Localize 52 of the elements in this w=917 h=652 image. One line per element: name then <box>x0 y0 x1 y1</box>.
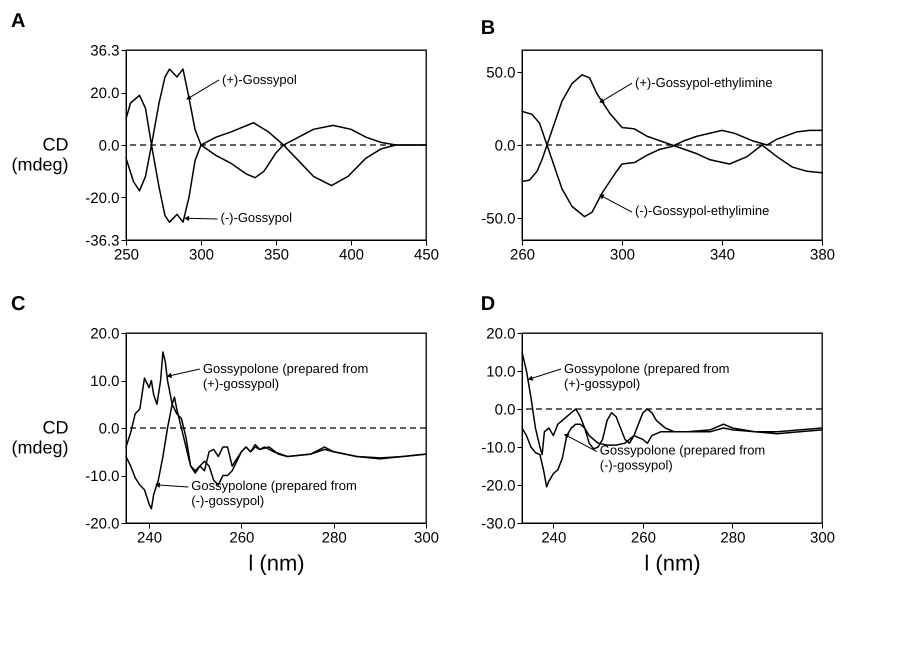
y-tick-label: -50.0 <box>481 210 516 228</box>
chart-title: D <box>480 293 496 315</box>
y-tick-label: 36.3 <box>90 42 120 60</box>
y-tick-label: 0.0 <box>98 420 120 438</box>
x-tick-label: 260 <box>229 530 254 546</box>
x-tick-label: 400 <box>338 246 364 264</box>
y-tick-label: -10.0 <box>85 468 120 485</box>
y-tick-label: -20.0 <box>85 190 120 207</box>
y-axis-title: CD (mdeg) <box>11 134 68 174</box>
y-tick-label: 0.0 <box>98 138 120 154</box>
y-tick-label: 10.0 <box>90 373 120 390</box>
y-tick-label: -30.0 <box>481 516 516 532</box>
chart-title: A <box>10 10 26 32</box>
y-tick-label: 20.0 <box>90 85 120 102</box>
y-tick-label: 20.0 <box>486 326 516 342</box>
x-tick-label: 340 <box>710 246 736 264</box>
annotation: Gossypolone (prepared from (-)-gossypol) <box>600 442 766 473</box>
y-tick-label: -36.3 <box>85 232 120 250</box>
x-axis-title: l (nm) <box>248 550 305 576</box>
chart-title: C <box>10 293 26 315</box>
x-tick-label: 350 <box>264 246 290 264</box>
y-tick-label: 0.0 <box>494 402 516 418</box>
annotation: (+)-Gossypol-ethylimine <box>635 75 773 90</box>
x-tick-label: 300 <box>414 530 440 546</box>
x-tick-label: 300 <box>810 530 836 546</box>
chart-title: B <box>480 17 496 39</box>
x-tick-label: 240 <box>541 530 566 546</box>
annotation: (+)-Gossypol <box>222 72 297 87</box>
y-tick-label: 10.0 <box>486 364 516 380</box>
annotation: (-)-Gossypol-ethylimine <box>635 203 770 218</box>
x-tick-label: 300 <box>188 246 214 264</box>
annotation: Gossypolone (prepared from (+)-gossypol) <box>202 361 368 391</box>
x-tick-label: 260 <box>510 246 536 264</box>
y-tick-label: 0.0 <box>494 138 516 154</box>
x-tick-label: 450 <box>414 246 440 264</box>
x-tick-label: 280 <box>322 530 347 546</box>
x-axis-title: l (nm) <box>644 550 701 576</box>
y-tick-label: -20.0 <box>85 516 120 532</box>
x-tick-label: 260 <box>630 530 656 546</box>
x-tick-label: 240 <box>137 530 162 546</box>
y-tick-label: -10.0 <box>481 440 516 456</box>
annotation: (-)-Gossypol <box>220 210 292 225</box>
y-tick-label: -20.0 <box>481 478 516 494</box>
y-tick-label: 20.0 <box>90 326 120 342</box>
y-tick-label: 50.0 <box>486 64 516 82</box>
x-tick-label: 380 <box>810 246 836 264</box>
x-tick-label: 280 <box>720 530 746 546</box>
annotation: Gossypolone (prepared from (-)-gossypol) <box>191 478 357 508</box>
y-axis-title: CD (mdeg) <box>11 418 68 458</box>
x-tick-label: 250 <box>114 246 140 264</box>
annotation: Gossypolone (prepared from (+)-gossypol) <box>564 361 730 391</box>
x-tick-label: 300 <box>610 246 636 264</box>
